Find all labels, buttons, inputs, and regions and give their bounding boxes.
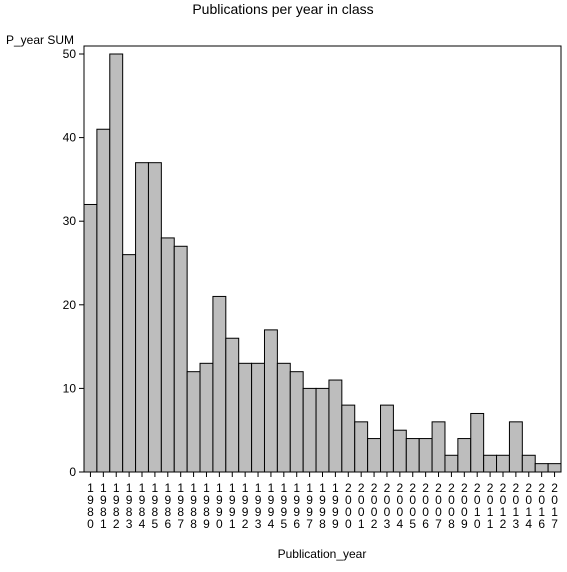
bar — [444, 454, 459, 473]
bar — [457, 438, 472, 473]
bar — [367, 438, 382, 473]
bar — [508, 421, 523, 473]
chart-title: Publications per year in class — [192, 1, 373, 17]
bar — [521, 454, 536, 473]
bar — [341, 404, 356, 473]
bar — [534, 463, 549, 473]
y-tick-label: 50 — [63, 47, 77, 61]
y-axis: 0 10 20 30 40 50 — [63, 47, 84, 479]
y-tick-label: 10 — [63, 381, 77, 395]
y-tick-label: 30 — [63, 214, 77, 228]
bar — [109, 53, 124, 473]
bar — [470, 412, 485, 473]
bar — [160, 237, 175, 473]
bar — [547, 463, 562, 473]
x-axis-label: Publication_year — [278, 547, 367, 561]
bar — [315, 387, 330, 473]
bar — [302, 387, 317, 473]
bar — [405, 438, 420, 473]
bar — [276, 362, 291, 473]
bar — [173, 245, 188, 473]
bar — [225, 337, 240, 473]
x-axis-ticks: 1 9 8 0 1 9 8 1 1 9 8 2 1 9 8 3 1 9 8 4 1 9 8 5 1 9 8 6 1 9 8 7 1 9 8 8 1 9 8 9… — [87, 472, 558, 531]
bar — [354, 421, 369, 473]
bar — [135, 162, 149, 473]
bar — [289, 371, 304, 473]
y-tick-label: 0 — [69, 465, 76, 479]
y-axis-label: P_year SUM — [6, 33, 74, 47]
y-tick-label: 20 — [63, 298, 77, 312]
y-tick-label: 40 — [63, 131, 77, 145]
bar — [392, 429, 407, 473]
bar — [380, 404, 394, 473]
bar — [122, 254, 137, 473]
bar — [496, 454, 510, 473]
bar — [186, 371, 201, 473]
bar — [483, 454, 498, 473]
bar — [251, 362, 265, 473]
bar — [418, 438, 433, 473]
bar — [147, 162, 162, 473]
bar — [328, 379, 343, 473]
bar — [238, 362, 253, 473]
bar — [212, 295, 227, 473]
bar — [96, 128, 111, 473]
bar — [199, 362, 214, 473]
bar — [83, 203, 98, 473]
bar — [431, 421, 446, 473]
bar — [263, 329, 278, 473]
bars-group — [83, 53, 562, 473]
